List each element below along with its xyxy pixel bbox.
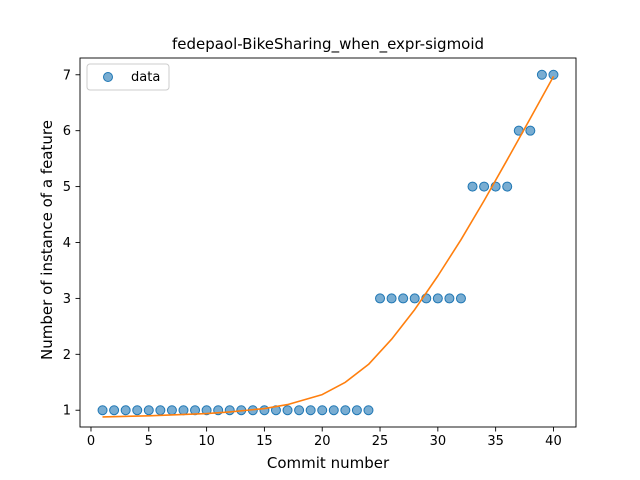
x-tick-label: 35 — [487, 434, 504, 449]
x-tick-label: 20 — [314, 434, 331, 449]
x-tick-label: 0 — [87, 434, 95, 449]
data-point — [387, 294, 396, 303]
y-tick-label: 5 — [63, 180, 71, 195]
data-point — [260, 406, 269, 415]
x-tick-label: 5 — [145, 434, 153, 449]
data-point — [283, 406, 292, 415]
data-point — [156, 406, 165, 415]
data-point — [364, 406, 373, 415]
chart-title: fedepaol-BikeSharing_when_expr-sigmoid — [172, 35, 484, 54]
data-point — [318, 406, 327, 415]
x-tick-label: 30 — [430, 434, 447, 449]
y-tick-label: 2 — [63, 348, 71, 363]
legend-label-data: data — [131, 70, 160, 85]
data-point — [433, 294, 442, 303]
data-point — [352, 406, 361, 415]
y-tick-label: 1 — [63, 404, 71, 419]
x-tick-label: 40 — [545, 434, 562, 449]
data-point — [503, 182, 512, 191]
data-point — [121, 406, 130, 415]
x-tick-label: 25 — [372, 434, 389, 449]
data-point — [306, 406, 315, 415]
data-point — [537, 70, 546, 79]
data-point — [295, 406, 304, 415]
y-axis-label: Number of instance of a feature — [38, 120, 56, 360]
legend: data — [87, 64, 169, 90]
data-point — [133, 406, 142, 415]
legend-marker-data — [104, 73, 113, 82]
x-tick-label: 15 — [256, 434, 273, 449]
data-point — [410, 294, 419, 303]
data-point — [480, 182, 489, 191]
data-point — [399, 294, 408, 303]
data-point — [110, 406, 119, 415]
data-point — [98, 406, 107, 415]
data-point — [341, 406, 350, 415]
data-point — [179, 406, 188, 415]
data-point — [376, 294, 385, 303]
data-point — [468, 182, 477, 191]
y-tick-label: 3 — [63, 292, 71, 307]
y-tick-label: 4 — [63, 236, 71, 251]
y-tick-label: 7 — [63, 68, 71, 83]
data-point — [456, 294, 465, 303]
y-tick-label: 6 — [63, 124, 71, 139]
data-point — [144, 406, 153, 415]
data-point — [526, 126, 535, 135]
data-point — [329, 406, 338, 415]
data-point — [225, 406, 234, 415]
data-point — [445, 294, 454, 303]
x-tick-label: 10 — [198, 434, 215, 449]
x-axis-label: Commit number — [267, 454, 390, 472]
data-point — [167, 406, 176, 415]
